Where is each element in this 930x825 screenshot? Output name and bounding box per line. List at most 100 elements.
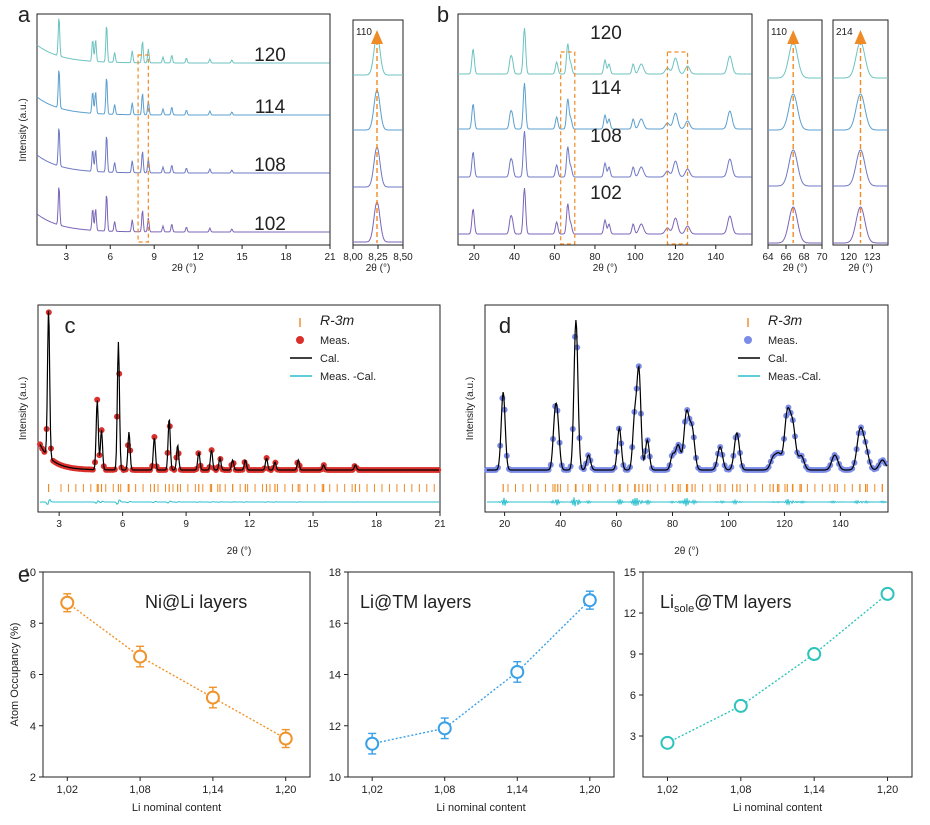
panel-e2-xlabel: Li nominal content [436, 802, 525, 814]
panel-b-inset-1-xtick-label: 70 [816, 252, 828, 263]
panel-e3-xtick-label: 1,14 [803, 784, 824, 796]
panel-c-xtick-label: 21 [434, 519, 446, 530]
panel-e3-ytick-label: 15 [624, 567, 636, 579]
panel-e2-data-point [365, 736, 380, 751]
panel-c-xtick-label: 12 [244, 519, 256, 530]
panel-a-inset-xlabel: 2θ (°) [366, 263, 391, 274]
panel-e2-title: Li@TM layers [360, 592, 471, 612]
panel-a-inset-arrow-icon [371, 30, 383, 44]
panel-a-frame [36, 13, 331, 246]
panel-b-inset-1-trace [768, 206, 822, 244]
panel-b-series-label: 108 [590, 126, 622, 147]
panel-d-xtick-label: 100 [720, 519, 737, 530]
panel-b-inset-2-frame [832, 19, 889, 246]
panel-b-pattern-114 [458, 82, 752, 130]
panel-b-inset-2-trace [833, 93, 888, 131]
panel-e1-ylabel: Atom Occupancy (%) [9, 623, 21, 727]
panel-e1-xlabel: Li nominal content [132, 802, 221, 814]
panel-e2-ytick-label: 18 [329, 567, 341, 579]
panel-e3-title: Lisole@TM layers [660, 592, 791, 615]
panel-b-inset-1-xtick-label: 66 [780, 252, 792, 263]
panel-e3-ytick-label: 3 [630, 731, 636, 743]
panel-e3-title-rest: @TM layers [694, 592, 791, 612]
panel-c-xtick-label: 18 [371, 519, 383, 530]
panel-d-xtick-label: 60 [611, 519, 623, 530]
panel-e2-data-point [582, 593, 597, 608]
panel-b-inset-1-xtick-label: 64 [762, 252, 774, 263]
panel-e2-xtick-label: 1,20 [579, 784, 600, 796]
panel-b-xtick-label: 80 [589, 252, 601, 263]
panel-e2-xtick-label: 1,08 [434, 784, 455, 796]
panel-e2-ytick-label: 12 [329, 721, 341, 733]
panel-d-legend-text: Cal. [768, 353, 788, 365]
panel-e2-ytick-label: 14 [329, 670, 341, 682]
panel-d-ylabel: Intensity (a.u.) [465, 377, 476, 440]
panel-b-inset-1-frame [767, 19, 823, 246]
panel-c-meas-point [94, 396, 101, 403]
panel-e3-data-point [733, 698, 748, 713]
panel-a-label: a [18, 2, 31, 27]
panel-c-legend-text: Meas. [320, 335, 350, 347]
panel-b-highlight-box-1 [560, 51, 576, 245]
panel-a-inset-xtick-label: 8,50 [393, 252, 413, 263]
panel-e2-xtick-label: 1,02 [361, 784, 382, 796]
panel-c-legend-text: R-3m [320, 312, 355, 328]
panel-b-inset-1-xtick-label: 68 [798, 252, 810, 263]
panel-e3-xtick-label: 1,08 [730, 784, 751, 796]
panel-a-xtick-label: 18 [280, 252, 292, 263]
panel-d-frame [484, 304, 889, 513]
panel-d-xtick-label: 20 [499, 519, 511, 530]
panel-b-inset-2-xtick-label: 120 [840, 252, 857, 263]
panel-e2-data-point [510, 664, 525, 679]
panel-d-cal-line [487, 320, 888, 471]
panel-b-inset-1-trace [768, 41, 822, 79]
panel-e-label: e [18, 562, 30, 587]
panel-c-xtick-label: 3 [56, 519, 62, 530]
panel-a-inset-trace [353, 89, 403, 131]
panel-e2-ytick-label: 16 [329, 618, 341, 630]
panel-e2-xtick-label: 1,14 [507, 784, 528, 796]
panel-a-inset-frame [352, 19, 404, 246]
panel-e1-xtick-label: 1,08 [129, 784, 150, 796]
panel-e3-title-sub: sole [674, 603, 694, 615]
panel-a-xtick-label: 3 [64, 252, 70, 263]
panel-a-inset-xtick-label: 8,00 [343, 252, 363, 263]
panel-b-xtick-label: 120 [667, 252, 684, 263]
panel-b-inset-2-trace [833, 149, 888, 187]
panel-b-xtick-label: 140 [707, 252, 724, 263]
panel-c-xtick-label: 9 [183, 519, 189, 530]
panel-c-cal-line [39, 310, 439, 471]
panel-e3-ytick-label: 6 [630, 690, 636, 702]
panel-e1-connector-line [66, 602, 287, 740]
panel-c-legend-meas-icon [296, 336, 304, 344]
panel-a-xtick-label: 21 [324, 252, 336, 263]
panel-b-series-label: 102 [590, 183, 622, 204]
panel-d-legend-text: Meas. [768, 335, 798, 347]
panel-a-ylabel: Intensity (a.u.) [18, 98, 29, 161]
panel-a-inset-peak-label: 110 [356, 27, 372, 38]
panel-a-series-label: 114 [255, 97, 286, 118]
panel-d-xtick-label: 120 [776, 519, 793, 530]
panel-e1-data-point [133, 649, 148, 664]
panel-e2-connector-line [372, 599, 591, 745]
panel-a-xtick-label: 9 [151, 252, 157, 263]
panel-b-inset-2-arrow-icon [854, 30, 867, 44]
panel-b-inset-1-trace [768, 149, 822, 187]
panel-a-pattern-120 [36, 18, 330, 64]
panel-c-legend-text: Meas. -Cal. [320, 371, 376, 383]
panel-b-inset-2-xlabel: 2θ (°) [848, 263, 873, 274]
panel-e1-ytick-label: 2 [30, 772, 36, 784]
panel-e3-data-point [660, 735, 675, 750]
panel-d-xtick-label: 140 [832, 519, 849, 530]
panel-a-xtick-label: 15 [237, 252, 249, 263]
panel-b-inset-2-xtick-label: 123 [864, 252, 881, 263]
panel-e1-xtick-label: 1,02 [57, 784, 78, 796]
panel-b-xtick-label: 60 [549, 252, 561, 263]
panel-d-label: d [499, 313, 511, 338]
panel-e3-data-point [880, 586, 895, 601]
panel-a-series-label: 108 [254, 155, 286, 176]
panel-d-legend-text: Meas.-Cal. [768, 371, 821, 383]
panel-e3-xlabel: Li nominal content [733, 802, 822, 814]
panel-e1-xtick-label: 1,14 [202, 784, 223, 796]
panel-e1-ytick-label: 6 [30, 670, 36, 682]
